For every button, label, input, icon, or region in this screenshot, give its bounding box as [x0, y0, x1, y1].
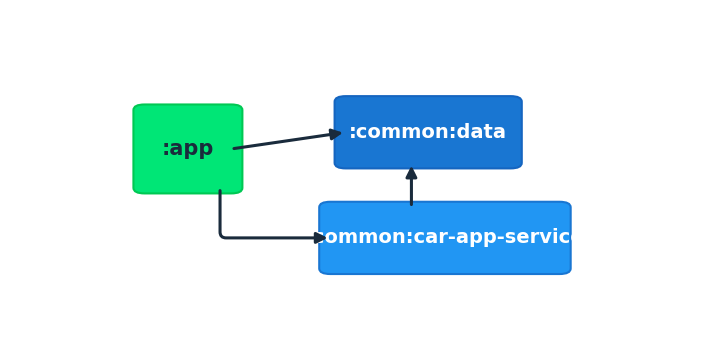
FancyBboxPatch shape	[335, 96, 522, 168]
Text: :common:data: :common:data	[349, 123, 507, 142]
FancyBboxPatch shape	[319, 202, 570, 274]
Text: :app: :app	[162, 139, 214, 159]
FancyBboxPatch shape	[133, 104, 242, 193]
Text: :common:car-app-service: :common:car-app-service	[306, 229, 584, 247]
